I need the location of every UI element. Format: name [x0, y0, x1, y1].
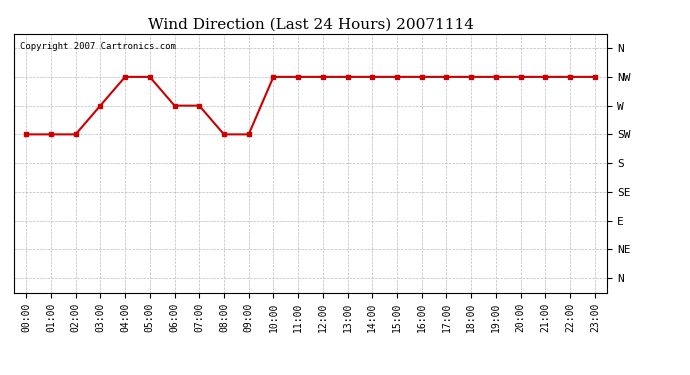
Text: Copyright 2007 Cartronics.com: Copyright 2007 Cartronics.com [20, 42, 176, 51]
Title: Wind Direction (Last 24 Hours) 20071114: Wind Direction (Last 24 Hours) 20071114 [148, 17, 473, 31]
